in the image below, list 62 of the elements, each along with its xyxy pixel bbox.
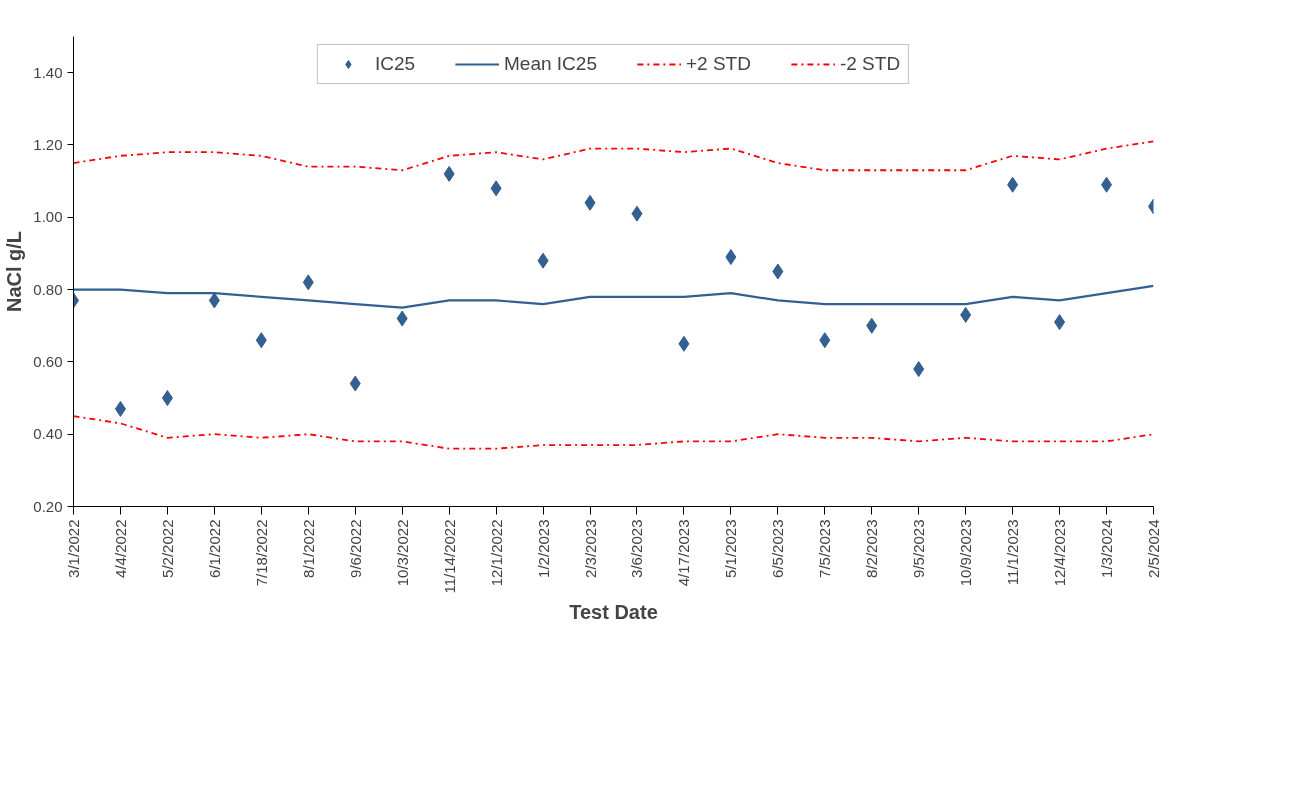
y-tick-label: 0.40 [33, 425, 63, 443]
point [913, 361, 925, 378]
x-tick-label: 2/5/2024 [1145, 519, 1162, 578]
point [678, 335, 690, 352]
x-tick-label: 12/4/2023 [1051, 519, 1069, 587]
x-tick-label: 5/1/2023 [722, 519, 740, 578]
point [255, 332, 267, 349]
legend-label: Mean IC25 [504, 53, 597, 75]
x-tick-label: 6/5/2023 [769, 519, 787, 578]
y-tick-label: 1.40 [33, 63, 63, 81]
legend-label: IC25 [374, 53, 416, 75]
point [960, 306, 972, 323]
point [302, 274, 314, 291]
point [490, 180, 502, 197]
x-tick-label: 3/1/2022 [65, 519, 82, 578]
point [349, 375, 361, 392]
line-series [73, 284, 1154, 309]
point [631, 205, 643, 222]
point [443, 165, 455, 182]
point [537, 252, 549, 269]
x-tick-label: 7/18/2022 [252, 519, 270, 587]
point [584, 194, 596, 211]
point [1007, 176, 1019, 193]
x-tick-label: 8/1/2022 [299, 519, 317, 578]
point [866, 317, 878, 334]
point [208, 292, 220, 309]
legend-label: +2 STD [685, 53, 751, 75]
x-tick-label: 3/6/2023 [628, 519, 646, 578]
x-tick-label: 10/3/2022 [393, 519, 411, 587]
point [1101, 176, 1113, 193]
y-tick-label: 0.20 [33, 497, 63, 515]
x-tick-label: 8/2/2023 [863, 519, 881, 578]
x-tick-label: 12/1/2022 [487, 519, 505, 587]
point [1054, 314, 1066, 331]
x-tick-label: 2/3/2023 [581, 519, 599, 578]
y-tick-label: 0.60 [33, 352, 63, 370]
x-tick-label: 4/17/2023 [675, 519, 693, 587]
x-tick-label: 5/2/2022 [158, 519, 176, 578]
y-axis-title: NaCl g/L [3, 230, 26, 313]
point [725, 249, 737, 266]
x-tick-label: 7/5/2023 [816, 519, 834, 578]
point [114, 400, 126, 417]
y-tick-label: 1.00 [33, 208, 63, 226]
point [161, 390, 173, 407]
x-tick-label: 9/6/2022 [346, 519, 364, 578]
y-tick-label: 0.80 [33, 280, 63, 298]
point [819, 332, 831, 349]
line-series [73, 415, 1154, 450]
y-tick-label: 1.20 [33, 135, 63, 153]
x-tick-label: 6/1/2022 [205, 519, 223, 578]
point [772, 263, 784, 280]
x-tick-label: 1/2/2023 [534, 519, 552, 578]
x-axis-title: Test Date [569, 601, 658, 624]
line-series [73, 140, 1154, 172]
x-tick-label: 10/9/2023 [957, 519, 975, 587]
x-tick-label: 11/1/2023 [1004, 519, 1022, 586]
point [396, 310, 408, 327]
x-tick-label: 9/5/2023 [910, 519, 928, 578]
legend-label: -2 STD [839, 53, 901, 75]
x-tick-label: 1/3/2024 [1098, 519, 1116, 578]
x-tick-label: 11/14/2022 [440, 519, 458, 594]
x-tick-label: 4/4/2022 [111, 519, 129, 578]
